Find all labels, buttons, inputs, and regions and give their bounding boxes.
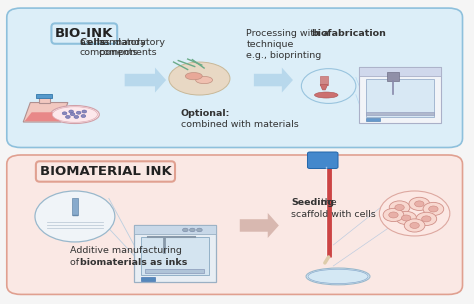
Polygon shape: [23, 102, 68, 122]
Polygon shape: [320, 85, 328, 90]
Text: Seeding: Seeding: [291, 199, 334, 207]
Text: Processing with a: Processing with a: [246, 29, 332, 38]
Bar: [320, 75, 328, 85]
Circle shape: [81, 115, 86, 118]
Circle shape: [76, 111, 81, 114]
Circle shape: [197, 228, 202, 232]
Polygon shape: [25, 112, 66, 121]
Ellipse shape: [50, 105, 100, 123]
Bar: [146, 269, 204, 273]
Bar: [366, 112, 434, 115]
Circle shape: [422, 216, 431, 222]
Circle shape: [74, 116, 79, 119]
Circle shape: [190, 228, 195, 232]
Bar: [134, 226, 216, 234]
FancyBboxPatch shape: [7, 155, 463, 294]
Bar: [39, 97, 50, 102]
Bar: [141, 237, 209, 275]
Ellipse shape: [306, 268, 370, 285]
Ellipse shape: [169, 62, 230, 95]
Text: BIOMATERIAL INK: BIOMATERIAL INK: [39, 165, 171, 178]
Ellipse shape: [308, 269, 368, 284]
Text: scaffold with cells: scaffold with cells: [291, 210, 376, 219]
Circle shape: [395, 205, 404, 210]
Bar: [141, 277, 155, 281]
Bar: [72, 199, 78, 215]
Circle shape: [396, 211, 417, 225]
Ellipse shape: [196, 76, 212, 84]
Circle shape: [62, 112, 67, 115]
Circle shape: [70, 113, 75, 116]
Circle shape: [383, 208, 404, 222]
Text: BIO-INK: BIO-INK: [55, 27, 113, 40]
Circle shape: [410, 223, 419, 229]
Ellipse shape: [315, 92, 338, 98]
Bar: [387, 72, 399, 81]
Text: Additive manufacturing: Additive manufacturing: [70, 247, 182, 255]
Text: Optional:: Optional:: [181, 109, 230, 118]
Circle shape: [379, 191, 450, 236]
Circle shape: [301, 69, 356, 103]
Ellipse shape: [52, 107, 98, 122]
Circle shape: [182, 228, 188, 232]
Text: biomaterials as inks: biomaterials as inks: [80, 258, 187, 267]
Bar: [36, 95, 52, 98]
Circle shape: [65, 116, 70, 119]
Text: as mandatory
components: as mandatory components: [99, 38, 165, 57]
Bar: [359, 67, 441, 76]
Circle shape: [69, 110, 73, 113]
Text: Cells: Cells: [80, 38, 109, 47]
FancyBboxPatch shape: [308, 152, 338, 168]
Circle shape: [415, 201, 424, 207]
FancyBboxPatch shape: [7, 8, 463, 147]
Ellipse shape: [185, 73, 202, 80]
Bar: [134, 226, 216, 282]
Text: the: the: [318, 199, 337, 207]
Circle shape: [82, 110, 87, 113]
Circle shape: [409, 197, 429, 210]
Text: combined with materials: combined with materials: [181, 120, 298, 129]
Text: as mandatory
components: as mandatory components: [80, 38, 146, 57]
Bar: [366, 118, 380, 121]
Bar: [366, 79, 434, 117]
Bar: [359, 67, 441, 123]
Circle shape: [423, 202, 444, 216]
Text: of: of: [70, 258, 82, 267]
Text: technique
e.g., bioprinting: technique e.g., bioprinting: [246, 40, 322, 60]
Circle shape: [389, 201, 410, 214]
Circle shape: [404, 219, 425, 232]
Circle shape: [389, 212, 398, 218]
Circle shape: [401, 215, 411, 221]
Circle shape: [428, 206, 438, 212]
Circle shape: [416, 212, 437, 226]
Circle shape: [35, 191, 115, 242]
Text: biofabrication: biofabrication: [311, 29, 386, 38]
